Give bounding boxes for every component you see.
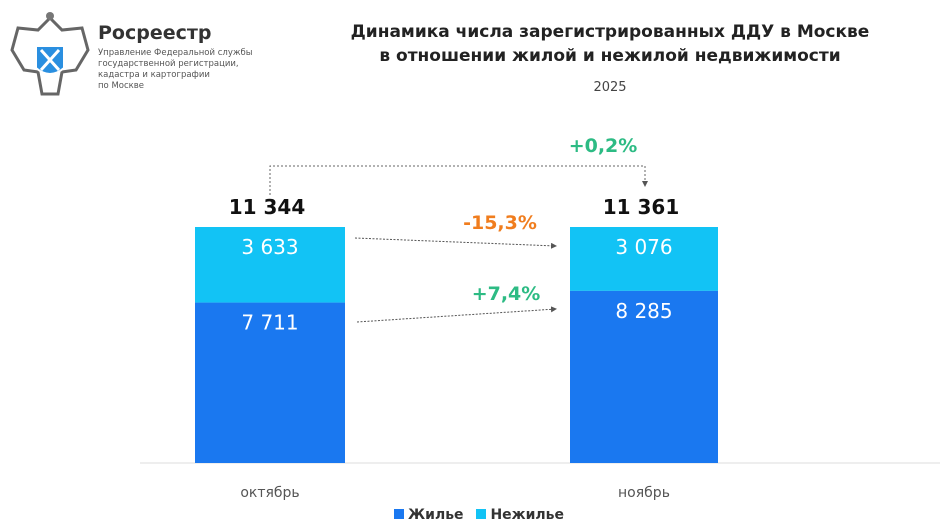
x-tick-label: ноябрь: [618, 485, 670, 501]
bar-residential: [195, 302, 345, 463]
legend-label-residential: Жилье: [408, 507, 464, 523]
data-label-nonresidential: 3 633: [241, 235, 298, 259]
data-label-nonresidential: 3 076: [615, 235, 672, 259]
nonresidential-change-arrow: [354, 237, 557, 249]
legend-label-nonresidential: Нежилье: [490, 507, 564, 523]
bar-nonresidential: [195, 227, 345, 303]
logo-subtitle-line: по Москве: [98, 81, 145, 91]
legend-swatch-nonresidential: [476, 509, 487, 519]
chart-subtitle: 2025: [593, 80, 627, 95]
residential-change-arrow: [356, 306, 557, 323]
bar-residential: [570, 290, 718, 463]
total-label: 11 344: [229, 195, 306, 219]
legend-swatch-residential: [394, 509, 404, 519]
logo-subtitle-line: кадастра и картографии: [98, 70, 210, 80]
total-change-arrow: [269, 165, 648, 195]
total-change-label: +0,2%: [569, 135, 638, 157]
legend: Жилье Нежилье: [0, 507, 950, 523]
logo-name: Росреестр: [98, 22, 212, 44]
x-tick-label: октябрь: [240, 485, 299, 501]
bar-nonresidential: [570, 227, 718, 291]
data-label-residential: 8 285: [615, 299, 672, 323]
logo-subtitle: Управление Федеральной службы государств…: [98, 48, 298, 92]
nonresidential-change-label: -15,3%: [463, 212, 537, 234]
logo-subtitle-line: государственной регистрации,: [98, 59, 239, 69]
chart-title: Динамика числа зарегистрированных ДДУ в …: [350, 22, 870, 66]
residential-change-label: +7,4%: [472, 283, 541, 305]
logo-subtitle-line: Управление Федеральной службы: [98, 48, 253, 58]
data-label-residential: 7 711: [241, 311, 298, 335]
total-label: 11 361: [603, 195, 680, 219]
emblem-logo: [8, 10, 92, 102]
